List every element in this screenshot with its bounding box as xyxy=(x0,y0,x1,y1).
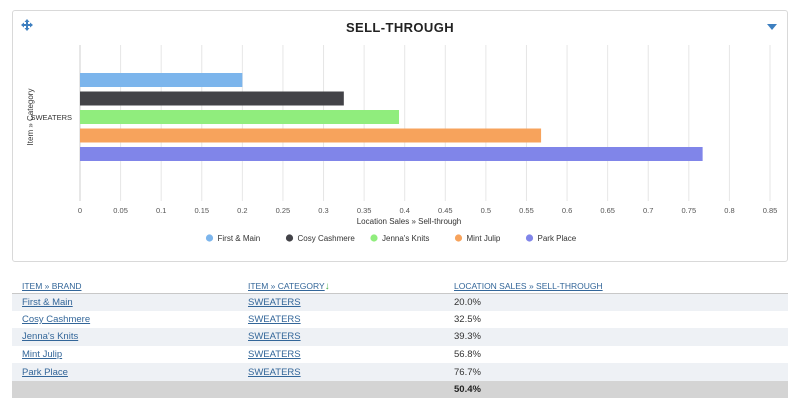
legend-marker xyxy=(525,234,534,242)
table-row: Jenna's Knits SWEATERS 39.3% xyxy=(12,328,788,346)
legend-label: Cosy Cashmere xyxy=(298,234,356,243)
header-sell-through-label[interactable]: LOCATION SALES » SELL-THROUGH xyxy=(454,281,603,292)
table-row: Cosy Cashmere SWEATERS 32.5% xyxy=(12,310,788,329)
header-category-label[interactable]: ITEM » CATEGORY xyxy=(248,281,325,292)
brand-link[interactable]: Jenna's Knits xyxy=(22,331,79,343)
chart-panel: 0 0.05 0.1 0.15 0.2 0.25 0.3 0.35 0.4 0.45 0.5 0.55… xyxy=(12,10,788,262)
sell-through-value: 39.3% xyxy=(454,328,788,346)
x-tick-label: 0.35 xyxy=(357,206,372,215)
brand-link[interactable]: Park Place xyxy=(22,366,68,378)
legend-item[interactable]: Mint Julip xyxy=(454,234,501,243)
bar-mint-julip xyxy=(80,128,542,143)
bar-park-place xyxy=(80,147,703,161)
bar-jenna-s-knits xyxy=(80,110,400,124)
x-axis-title: Location Sales » Sell-through xyxy=(357,217,462,226)
legend-item[interactable]: Cosy Cashmere xyxy=(285,234,356,243)
legend-item[interactable]: First & Main xyxy=(205,234,261,243)
chart-title: SELL-THROUGH xyxy=(345,20,455,35)
sell-through-value: 56.8% xyxy=(454,345,788,364)
sort-down-icon: ↓ xyxy=(324,281,330,293)
x-tick-label: 0.15 xyxy=(194,206,209,215)
table-row: First & Main SWEATERS 20.0% xyxy=(12,293,788,311)
table-row: Park Place SWEATERS 76.7% xyxy=(12,363,788,381)
brand-link[interactable]: Mint Julip xyxy=(22,349,63,361)
legend-label: Park Place xyxy=(538,234,577,243)
category-link[interactable]: SWEATERS xyxy=(248,366,301,378)
table-row: Mint Julip SWEATERS 56.8% xyxy=(12,345,788,364)
data-table: ITEM » BRAND ITEM » CATEGORY↓ LOCATION S… xyxy=(12,278,788,398)
x-tick-label: 0.8 xyxy=(724,206,734,215)
x-tick-label: 0.05 xyxy=(113,206,128,215)
category-link[interactable]: SWEATERS xyxy=(248,296,301,308)
bar-first-main xyxy=(80,73,243,87)
x-tick-label: 0.3 xyxy=(318,206,328,215)
category-link[interactable]: SWEATERS xyxy=(248,313,301,325)
legend-item[interactable]: Jenna's Knits xyxy=(370,234,429,243)
header-sell-through[interactable]: LOCATION SALES » SELL-THROUGH xyxy=(454,278,788,294)
total-value: 50.4% xyxy=(454,380,788,398)
legend-label: First & Main xyxy=(218,234,261,243)
x-tick-label: 0.55 xyxy=(519,206,534,215)
x-tick-label: 0.25 xyxy=(276,206,291,215)
legend-marker xyxy=(454,234,463,242)
header-brand[interactable]: ITEM » BRAND xyxy=(12,278,248,294)
x-tick-label: 0.75 xyxy=(682,206,697,215)
sell-through-value: 20.0% xyxy=(454,293,788,311)
move-icon[interactable] xyxy=(21,19,33,31)
sell-through-chart: 0 0.05 0.1 0.15 0.2 0.25 0.3 0.35 0.4 0.45 0.5 0.55… xyxy=(26,45,778,243)
x-tick-label: 0.1 xyxy=(156,206,166,215)
legend-label: Jenna's Knits xyxy=(382,234,429,243)
legend-marker xyxy=(285,234,294,242)
sell-through-value: 32.5% xyxy=(454,310,788,329)
x-tick-label: 0 xyxy=(78,206,82,215)
category-link[interactable]: SWEATERS xyxy=(248,331,301,343)
total-row: 50.4% xyxy=(12,380,788,398)
x-tick-label: 0.7 xyxy=(643,206,653,215)
legend-item[interactable]: Park Place xyxy=(525,234,577,243)
legend-marker xyxy=(205,234,214,242)
bar-cosy-cashmere xyxy=(80,91,344,106)
brand-link[interactable]: Cosy Cashmere xyxy=(22,313,91,325)
y-category-label: SWEATERS xyxy=(30,113,72,122)
x-tick-label: 0.45 xyxy=(438,206,453,215)
x-tick-label: 0.65 xyxy=(600,206,615,215)
x-tick-label: 0.5 xyxy=(481,206,491,215)
header-category[interactable]: ITEM » CATEGORY↓ xyxy=(248,278,454,294)
x-tick-label: 0.85 xyxy=(763,206,778,215)
x-tick-label: 0.4 xyxy=(399,206,409,215)
header-brand-label[interactable]: ITEM » BRAND xyxy=(22,281,82,292)
legend-label: Mint Julip xyxy=(467,234,501,243)
y-axis-title: Item » Category xyxy=(26,89,35,146)
sell-through-value: 76.7% xyxy=(454,363,788,381)
x-tick-label: 0.6 xyxy=(562,206,572,215)
legend-marker xyxy=(370,234,378,242)
x-tick-label: 0.2 xyxy=(237,206,247,215)
category-link[interactable]: SWEATERS xyxy=(248,349,301,361)
table-header-row: ITEM » BRAND ITEM » CATEGORY↓ LOCATION S… xyxy=(12,278,788,294)
chevron-down-icon[interactable] xyxy=(767,23,777,31)
brand-link[interactable]: First & Main xyxy=(22,296,73,308)
